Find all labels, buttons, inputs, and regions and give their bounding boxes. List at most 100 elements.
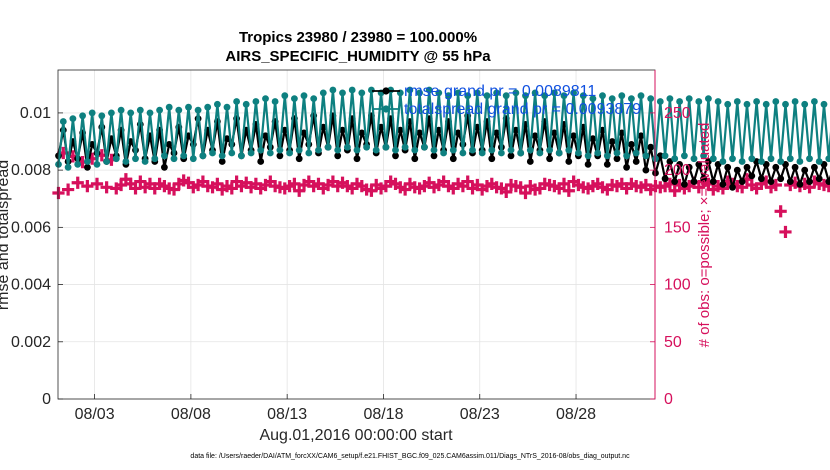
totalspread-point	[430, 146, 438, 154]
totalspread-point	[666, 95, 674, 102]
nobs-point	[293, 184, 306, 197]
totalspread-point	[353, 146, 361, 154]
nobs-point	[365, 184, 378, 197]
nobs-point	[90, 177, 104, 190]
totalspread-point	[705, 95, 712, 102]
totalspread-point	[300, 92, 308, 100]
rmse-point	[257, 158, 265, 165]
totalspread-point	[459, 149, 467, 157]
totalspread-point	[464, 92, 472, 100]
totalspread-point	[594, 149, 602, 157]
totalspread-point	[425, 86, 433, 94]
legend-rmse-label: rmse grand pr = 0.0089811	[404, 83, 596, 100]
totalspread-point	[233, 98, 241, 105]
totalspread-point	[69, 115, 77, 122]
rmse-point	[435, 126, 443, 134]
rmse-point	[608, 138, 616, 145]
totalspread-point	[88, 109, 96, 117]
nobs-point	[114, 178, 128, 192]
nobs-point	[71, 176, 84, 189]
totalspread-point	[579, 92, 587, 100]
totalspread-point	[541, 92, 549, 100]
totalspread-point	[613, 149, 621, 157]
totalspread-point	[276, 146, 284, 154]
totalspread-line	[57, 88, 830, 169]
totalspread-point	[344, 143, 351, 151]
rmse-point	[801, 166, 809, 174]
x-axis: 08/03 08/08 08/13 08/18 08/23 08/28	[75, 394, 596, 423]
totalspread-point	[141, 158, 149, 165]
totalspread-point	[608, 95, 616, 102]
rmse-point	[339, 126, 346, 134]
totalspread-point	[151, 155, 159, 163]
totalspread-point	[170, 155, 178, 163]
rmse-point	[690, 178, 698, 186]
totalspread-point	[767, 155, 775, 163]
totalspread-point	[421, 143, 428, 151]
totalspread-point	[560, 92, 568, 100]
rmse-point	[647, 143, 655, 151]
totalspread-point	[339, 89, 346, 97]
legend-totalspread-marker	[382, 105, 390, 113]
totalspread-point	[305, 149, 313, 157]
nobs-point	[779, 225, 792, 239]
totalspread-point	[647, 95, 655, 102]
totalspread-point	[324, 143, 332, 151]
totalspread-point	[271, 98, 279, 105]
x-tick-label: 08/03	[75, 406, 115, 423]
totalspread-point	[266, 149, 274, 157]
totalspread-point	[546, 146, 553, 154]
rmse-point	[724, 163, 732, 171]
rmse-point	[295, 155, 303, 163]
totalspread-point	[526, 146, 534, 154]
totalspread-point	[315, 146, 322, 154]
totalspread-point	[512, 89, 520, 97]
rmse-point	[796, 181, 804, 188]
totalspread-point	[291, 95, 298, 102]
nobs-point	[774, 205, 787, 218]
totalspread-point	[84, 158, 91, 165]
totalspread-point	[498, 149, 505, 157]
totalspread-point	[185, 103, 192, 111]
totalspread-point	[502, 92, 510, 100]
totalspread-point	[589, 95, 597, 102]
rmse-point	[392, 152, 399, 160]
y-tick-label: 0.008	[11, 162, 51, 179]
totalspread-point	[382, 143, 390, 151]
totalspread-point	[570, 89, 577, 97]
rmse-point	[507, 152, 515, 160]
totalspread-point	[310, 95, 318, 102]
totalspread-point	[329, 86, 337, 94]
rmse-point	[488, 155, 496, 163]
rmse-point	[815, 175, 823, 183]
rmse-point	[748, 172, 756, 180]
nobs-point	[519, 186, 532, 200]
totalspread-point	[59, 118, 67, 125]
totalspread-point	[786, 155, 794, 163]
totalspread-point	[214, 100, 221, 108]
rmse-point	[767, 178, 775, 186]
totalspread-point	[363, 143, 370, 151]
rmse-point	[786, 178, 794, 186]
nobs-point	[225, 182, 238, 195]
rmse-point	[637, 132, 645, 140]
totalspread-point	[599, 92, 606, 100]
chart-title: Tropics 23980 / 23980 = 100.000%	[239, 29, 477, 46]
rmse-point	[603, 161, 611, 168]
totalspread-point	[618, 92, 626, 100]
totalspread-point	[531, 89, 539, 97]
y-tick-label: 0.004	[11, 277, 51, 294]
rmse-point	[642, 166, 650, 174]
rmse-point	[738, 178, 746, 186]
nobs-point	[81, 180, 94, 193]
y-right-tick-label: 0	[664, 391, 673, 408]
nobs-point	[52, 186, 65, 200]
nobs-point	[562, 184, 575, 197]
legend-totalspread-label: totalspread grand pr = 0.0093879	[404, 101, 641, 118]
totalspread-point	[700, 152, 707, 160]
x-tick-label: 08/13	[267, 406, 307, 423]
totalspread-point	[334, 146, 342, 154]
totalspread-point	[555, 149, 563, 157]
totalspread-point	[748, 155, 756, 163]
